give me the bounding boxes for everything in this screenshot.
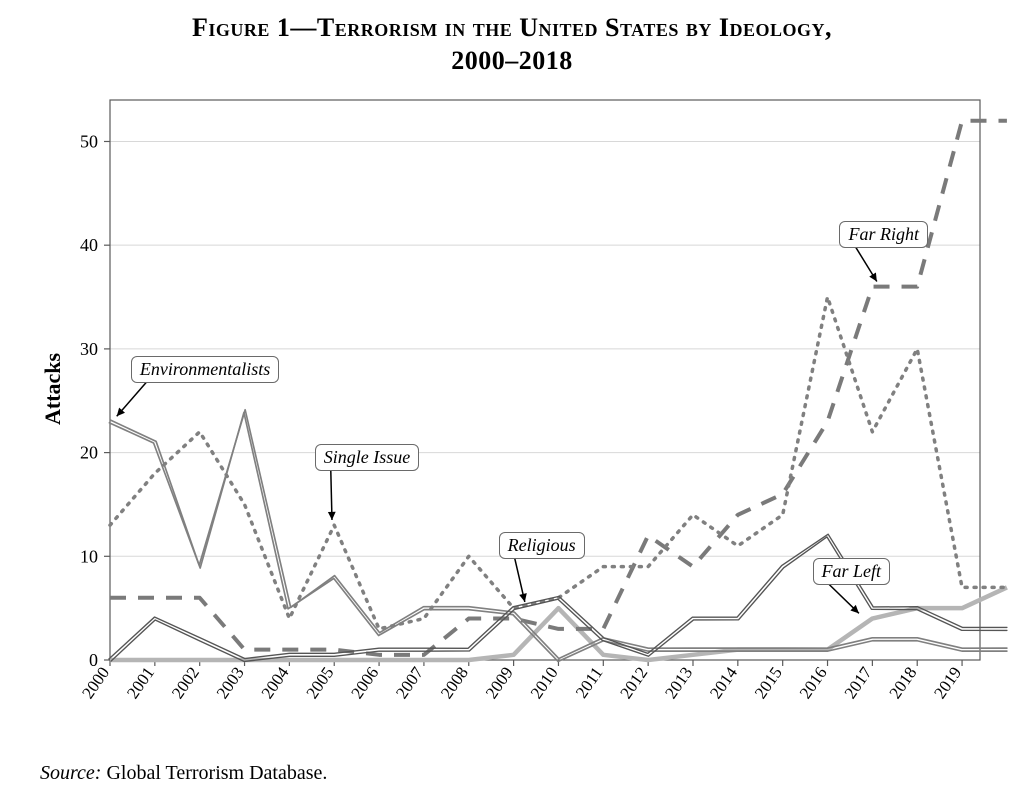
source-label: Source: xyxy=(40,762,101,784)
source-line: Source: Global Terrorism Database. xyxy=(40,762,327,785)
x-tick-label: 2016 xyxy=(796,663,831,702)
y-tick-label: 20 xyxy=(80,443,98,463)
callout-single_issue: Single Issue xyxy=(315,444,419,471)
x-tick-label: 2015 xyxy=(751,663,786,702)
y-axis-label: Attacks xyxy=(40,353,66,425)
figure-title-line1: Figure 1—Terrorism in the United States … xyxy=(192,13,832,42)
x-tick-label: 2006 xyxy=(347,663,382,702)
x-tick-label: 2008 xyxy=(437,663,472,702)
x-tick-label: 2012 xyxy=(616,663,651,702)
y-tick-label: 50 xyxy=(80,131,98,151)
y-tick-label: 40 xyxy=(80,235,98,255)
figure-title-line2: 2000–2018 xyxy=(451,46,573,75)
x-tick-label: 2001 xyxy=(123,663,158,702)
x-tick-label: 2009 xyxy=(482,663,517,702)
x-tick-label: 2004 xyxy=(258,663,293,702)
source-text: Global Terrorism Database. xyxy=(101,762,327,784)
x-tick-label: 2013 xyxy=(661,663,696,702)
x-tick-label: 2003 xyxy=(213,663,248,702)
x-tick-label: 2018 xyxy=(885,663,920,702)
callout-religious: Religious xyxy=(499,532,585,559)
x-tick-label: 2002 xyxy=(168,663,203,702)
x-tick-label: 2019 xyxy=(930,663,965,702)
x-tick-label: 2007 xyxy=(392,663,427,702)
y-tick-label: 10 xyxy=(80,546,98,566)
x-tick-label: 2005 xyxy=(302,663,337,702)
callout-environmentalists: Environmentalists xyxy=(131,356,279,383)
y-tick-label: 30 xyxy=(80,339,98,359)
x-tick-label: 2017 xyxy=(841,663,876,702)
x-tick-label: 2014 xyxy=(706,663,741,702)
callout-far_left: Far Left xyxy=(813,558,891,585)
figure-title: Figure 1—Terrorism in the United States … xyxy=(0,12,1024,77)
x-tick-label: 2010 xyxy=(527,663,562,702)
callout-far_right: Far Right xyxy=(839,221,928,248)
figure-container: Figure 1—Terrorism in the United States … xyxy=(0,0,1024,802)
x-tick-label: 2000 xyxy=(78,663,113,702)
x-tick-label: 2011 xyxy=(572,663,607,701)
